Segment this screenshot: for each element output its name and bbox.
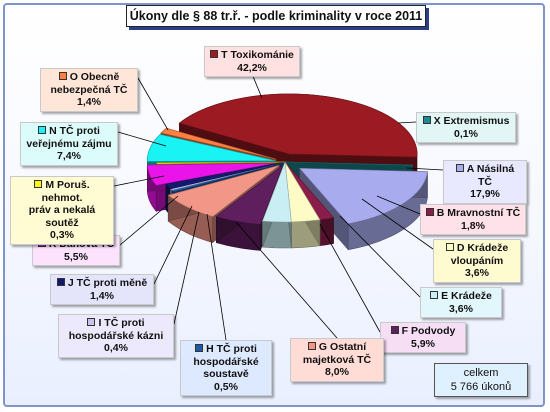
legend-swatch-T: [210, 50, 219, 58]
leader-line-I: [173, 211, 200, 325]
slice-label-text: veřejnému zájmu: [26, 137, 112, 150]
slice-label-M: M Poruš. nehmot. práv a nekalá soutěž 0,3%: [10, 176, 114, 245]
slice-label-text: E Krádeže: [441, 290, 492, 302]
slice-label-E: E Krádeže 3,6%: [420, 287, 502, 318]
leader-line-K: [119, 195, 179, 246]
leader-line-A: [406, 167, 444, 171]
leader-line-O: [137, 77, 169, 131]
slice-percent-F: 5,9%: [411, 337, 435, 350]
leader-line-B: [376, 195, 421, 215]
slice-percent-A: 17,9%: [470, 188, 500, 200]
slice-percent-T: 42,2%: [237, 61, 267, 74]
total-line1: celkem: [463, 367, 499, 379]
slice-label-F: F Podvody 5,9%: [380, 322, 466, 353]
slice-label-text: hospodářské kázni: [68, 329, 164, 342]
slice-percent-H: 0,5%: [214, 380, 238, 393]
slice-label-text: M Poruš. nehmot.: [41, 179, 90, 204]
legend-swatch-X: [422, 116, 431, 124]
leader-line-J: [153, 205, 193, 285]
slice-G: [167, 165, 280, 217]
slice-E: [262, 161, 292, 223]
slice-label-text: soutěž: [45, 216, 79, 229]
slice-label-text: B Mravnostní TČ: [436, 207, 521, 219]
slice-label-O: O Obecně nebezpečná TČ 1,4%: [40, 68, 138, 112]
slice-label-text: nebezpečná TČ: [50, 83, 128, 96]
slice-label-text: majetková TČ: [302, 353, 372, 366]
slice-O: [160, 127, 277, 160]
total-line2: 5 766 úkonů: [450, 381, 512, 393]
slice-label-text: G Ostatní: [318, 341, 367, 353]
slice-K: [146, 162, 276, 186]
slice-label-T: T Toxikománie 42,2%: [204, 46, 300, 77]
leader-line-T: [251, 73, 263, 99]
slice-percent-M: 0,3%: [50, 229, 74, 241]
slice-label-D: D Krádeže vloupáním 3,6%: [433, 239, 521, 283]
slice-percent-X: 0,1%: [454, 127, 478, 140]
legend-swatch-N: [38, 126, 47, 134]
slice-F: [215, 164, 284, 225]
slice-label-text: hospodářské: [193, 355, 259, 368]
slice-label-H: H TČ proti hospodářské soustavě 0,5%: [180, 340, 272, 396]
legend-swatch-D: [445, 243, 454, 251]
slice-percent-I: 0,4%: [104, 342, 128, 354]
slice-percent-O: 1,4%: [77, 96, 101, 108]
slice-label-text: A Násilná TČ: [466, 163, 515, 188]
slice-label-text: F Podvody: [401, 325, 456, 337]
slice-label-J: J TČ proti měně 1,4%: [50, 274, 154, 305]
leader-line-G: [235, 221, 338, 339]
legend-swatch-G: [307, 342, 316, 350]
slice-percent-G: 8,0%: [325, 366, 349, 378]
slice-label-text: O Obecně: [69, 71, 120, 83]
slice-label-B: B Mravnostní TČ 1,8%: [420, 204, 526, 235]
slice-label-text: H TČ proti: [206, 343, 257, 355]
slice-label-text: práv a nekalá: [28, 204, 96, 216]
legend-swatch-F: [390, 326, 399, 334]
legend-swatch-I: [87, 318, 96, 326]
total-box: celkem 5 766 úkonů: [434, 363, 528, 397]
legend-swatch-J: [56, 278, 65, 286]
legend-swatch-B: [425, 208, 434, 216]
slice-percent-E: 3,6%: [449, 302, 473, 315]
slice-label-A: A Násilná TČ 17,9%: [443, 160, 527, 204]
legend-swatch-M: [34, 180, 43, 188]
slice-label-I: I TČ proti hospodářské kázni 0,4%: [58, 314, 174, 358]
leader-line-E: [339, 215, 421, 298]
slice-label-X: X Extremismus 0,1%: [416, 112, 516, 143]
slice-percent-K: 5,5%: [64, 250, 88, 263]
leader-line-M: [113, 175, 165, 187]
chart-title: Úkony dle § 88 tr.ř. - podle kriminality…: [126, 5, 426, 27]
slice-M: [156, 161, 286, 165]
slice-A: [298, 167, 428, 225]
leader-line-F: [319, 223, 381, 333]
leader-line-H: [206, 213, 227, 341]
slice-percent-B: 1,8%: [461, 219, 485, 232]
slice-percent-D: 3,6%: [465, 267, 489, 279]
slice-label-N: N TČ proti veřejnému zájmu 7,4%: [20, 122, 118, 166]
slice-label-text: N TČ proti: [49, 125, 100, 137]
slice-label-text: T Toxikománie: [221, 49, 294, 61]
slice-J: [165, 161, 286, 190]
slice-label-text: J TČ proti měně: [67, 277, 148, 289]
slice-X: [284, 161, 414, 166]
slice-label-text: X Extremismus: [433, 115, 510, 127]
legend-swatch-O: [58, 72, 67, 80]
legend-swatch-A: [455, 164, 464, 172]
legend-swatch-E: [430, 291, 439, 299]
leader-line-D: [361, 198, 434, 250]
slice-label-G: G Ostatní majetková TČ 8,0%: [290, 338, 384, 382]
slice-T: [178, 93, 418, 158]
legend-swatch-H: [195, 344, 204, 352]
leader-line-N: [117, 131, 167, 147]
slice-label-text: I TČ proti: [98, 317, 145, 329]
slice-label-text: soustavě: [203, 368, 249, 380]
slice-label-text: vloupáním: [450, 254, 504, 267]
slice-percent-N: 7,4%: [57, 150, 81, 162]
slice-label-text: D Krádeže: [456, 242, 509, 254]
slice-percent-J: 1,4%: [90, 289, 114, 302]
slice-N: [146, 134, 276, 162]
leader-line-X: [397, 121, 417, 124]
